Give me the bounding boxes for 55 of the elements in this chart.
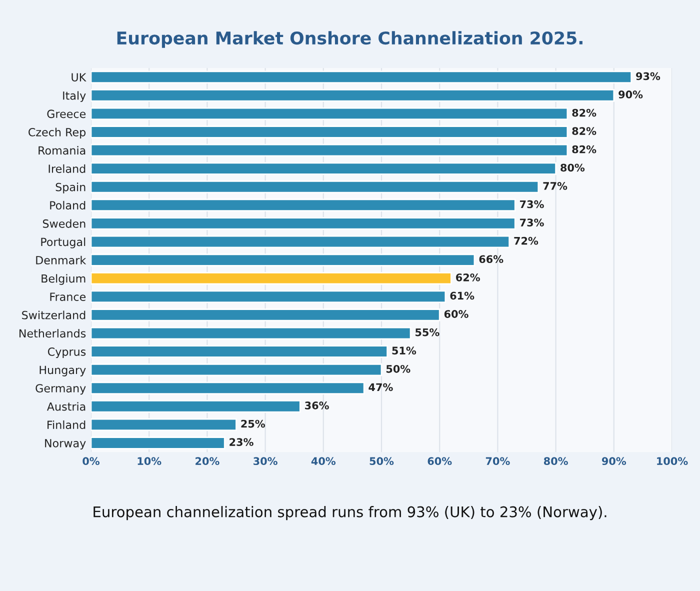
- y-tick-label: Czech Rep: [28, 128, 86, 139]
- data-label: 73%: [520, 218, 544, 226]
- data-label: 73%: [520, 200, 544, 208]
- data-label: 90%: [618, 90, 643, 98]
- y-tick-label: Romania: [38, 146, 86, 155]
- x-tick-label: 20%: [196, 457, 220, 466]
- y-tick-label: Ireland: [48, 164, 86, 173]
- y-tick-label: Netherlands: [20, 328, 86, 338]
- data-label: 72%: [514, 236, 538, 245]
- x-tick-label: 10%: [138, 457, 162, 466]
- y-tick-label: Switzerland: [22, 310, 86, 320]
- x-tick-label: 70%: [486, 457, 510, 466]
- y-tick-label: Norway: [45, 439, 86, 450]
- chart-title: European Market Onshore Channelization 2025.: [117, 31, 582, 48]
- data-label: 23%: [230, 438, 254, 446]
- y-tick-label: Germany: [36, 384, 86, 395]
- data-label: 82%: [572, 127, 596, 136]
- y-tick-label: Cyprus: [48, 347, 86, 358]
- x-tick-label: 100%: [657, 457, 688, 466]
- data-label: 60%: [444, 310, 468, 318]
- y-tick-label: Italy: [63, 91, 86, 102]
- text: European channelization spread runs from 93% (UK) to 23% (Norway).: [94, 506, 606, 520]
- x-tick-label: 60%: [428, 457, 452, 466]
- x-tick-label: 80%: [544, 457, 568, 466]
- data-label: 82%: [572, 145, 596, 154]
- y-tick-label: Spain: [56, 182, 86, 194]
- data-label: 66%: [479, 255, 504, 264]
- data-label: 50%: [386, 364, 410, 373]
- data-label: 55%: [416, 328, 440, 336]
- y-tick-label: Austria: [46, 402, 86, 411]
- x-tick-label: 0%: [82, 457, 100, 466]
- y-tick-label: UK: [72, 73, 86, 82]
- y-tick-label: Greece: [47, 110, 86, 118]
- y-tick-label: Poland: [50, 200, 86, 210]
- x-tick-label: 50%: [370, 457, 394, 466]
- data-label: 77%: [543, 182, 568, 190]
- x-tick-label: 40%: [311, 457, 336, 466]
- y-tick-label: Finland: [48, 420, 86, 430]
- y-tick-label: Hungary: [40, 366, 86, 376]
- data-label: 93%: [636, 72, 660, 80]
- data-label: 61%: [450, 292, 474, 300]
- data-label: 51%: [392, 346, 416, 355]
- x-tick-label: 30%: [254, 457, 278, 466]
- data-label: 25%: [241, 420, 266, 428]
- y-tick-label: Belgium: [42, 274, 86, 285]
- data-label: 80%: [560, 164, 585, 172]
- y-tick-label: France: [50, 292, 86, 302]
- data-label: 62%: [456, 273, 480, 282]
- data-label: 47%: [368, 383, 393, 392]
- y-tick-label: Denmark: [36, 256, 86, 264]
- data-label: 36%: [305, 402, 329, 410]
- y-tick-label: Portugal: [41, 238, 86, 248]
- x-tick-label: 90%: [602, 457, 626, 466]
- y-tick-label: Sweden: [42, 219, 86, 228]
- data-label: 82%: [572, 108, 596, 117]
